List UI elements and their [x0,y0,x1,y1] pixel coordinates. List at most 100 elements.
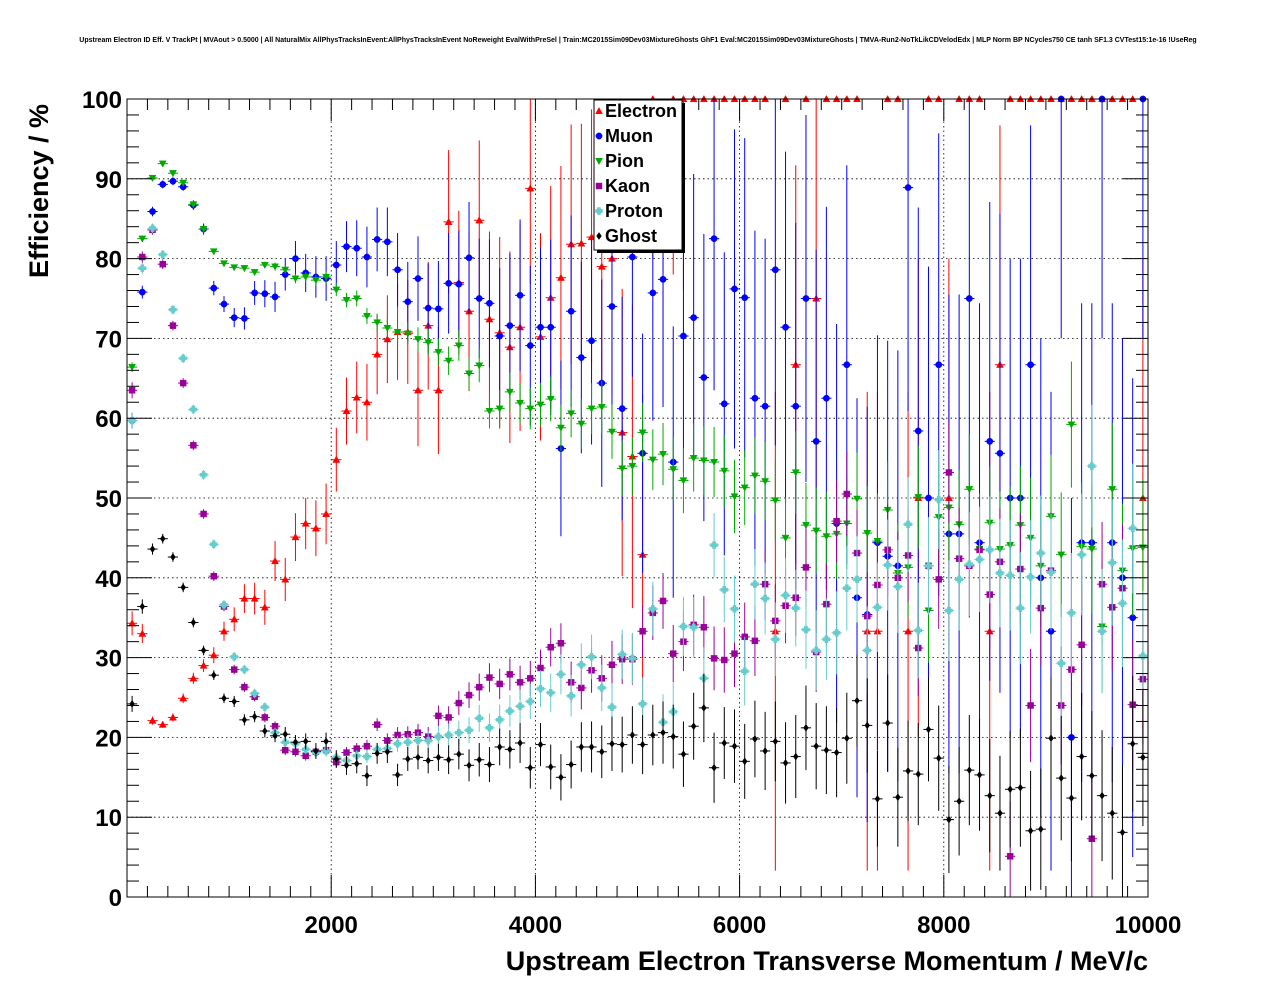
ghost-point [1068,794,1075,802]
ghost-point [588,743,595,751]
pion-point [495,405,504,413]
ghost-point [211,671,217,680]
legend-marker-proton [595,207,603,215]
muon-point [210,284,218,292]
ghost-point [558,773,564,782]
pion-point [363,313,371,321]
electron-point [281,575,290,583]
ghost-point [680,750,687,759]
electron-point [148,716,157,724]
pion-point [597,403,606,412]
muon-point [659,275,667,283]
kaon-point [455,699,463,707]
proton-point [792,604,800,612]
kaon-point [435,712,442,720]
kaon-point [190,442,197,449]
pion-point [557,424,565,432]
muon-point [761,402,769,410]
pion-point [822,533,831,541]
proton-point [189,405,198,414]
kaon-point [363,742,371,750]
muon-point [435,305,442,313]
muon-point [914,427,922,435]
proton-point [679,622,688,631]
proton-point [169,305,177,314]
ghost-point [1017,783,1024,792]
ghost-point [1048,734,1054,743]
proton-point [220,601,228,609]
proton-point [567,692,575,700]
muon-point [404,298,412,306]
pion-point [332,286,341,294]
ghost-point [1089,771,1095,780]
electron-point [363,398,371,406]
electron-point [209,651,218,659]
muon-point [577,354,585,361]
proton-point [1006,571,1014,580]
kaon-point [159,260,166,268]
ghost-point [670,732,676,741]
pion-point [444,357,453,365]
pion-point [209,248,218,256]
muon-point [965,295,973,302]
electron-point [332,455,341,463]
muon-point [445,279,453,287]
pion-point [516,399,525,408]
x-tick-label: 8000 [917,912,970,939]
proton-point [444,731,453,739]
kaon-point [527,675,534,682]
legend-label-ghost: Ghost [605,226,657,246]
proton-point [771,635,780,643]
axis-ticks [126,98,1149,898]
ghost-point [364,771,370,780]
ghost-point [741,757,748,766]
legend-marker-pion [595,157,603,166]
ghost-point [517,739,523,747]
proton-point [996,569,1004,577]
ghost-point [752,735,758,743]
pion-point [587,405,596,413]
proton-point [1016,604,1025,612]
muon-point [332,261,340,269]
proton-point [546,688,555,697]
ghost-point [966,766,973,775]
pion-point [802,522,810,530]
proton-point [506,707,514,715]
proton-point [1108,558,1117,567]
muon-point [169,177,177,185]
proton-point [1067,609,1076,617]
pion-point [1087,546,1096,554]
electron-point [169,713,177,721]
electron-point [179,694,188,702]
muon-point [465,254,473,262]
pion-point [271,263,279,271]
electron-point [577,239,586,247]
ghost-point [629,731,636,739]
pion-point [1108,486,1117,494]
pion-point [659,451,667,459]
proton-point [853,575,861,584]
kaon-point [169,322,177,329]
ghost-point [1078,752,1085,761]
ghost-point [486,760,493,769]
ghost-point [905,766,911,775]
ghost-point [599,747,605,756]
pion-point [342,297,351,305]
pion-point [567,410,576,418]
ghost-point [772,737,779,746]
muon-point [628,253,636,261]
ghost-point [466,761,472,770]
series-ghost [127,533,1148,897]
proton-point [781,591,790,600]
ghost-point [1038,825,1044,834]
muon-point [1027,361,1034,369]
pion-point [434,348,443,356]
proton-point [689,623,698,632]
y-tick-label: 10 [95,805,122,832]
pion-point [352,295,361,303]
proton-point [1077,550,1086,559]
proton-point [465,726,473,734]
ghost-point [782,759,789,767]
proton-point [475,714,483,722]
kaon-point [802,564,810,571]
